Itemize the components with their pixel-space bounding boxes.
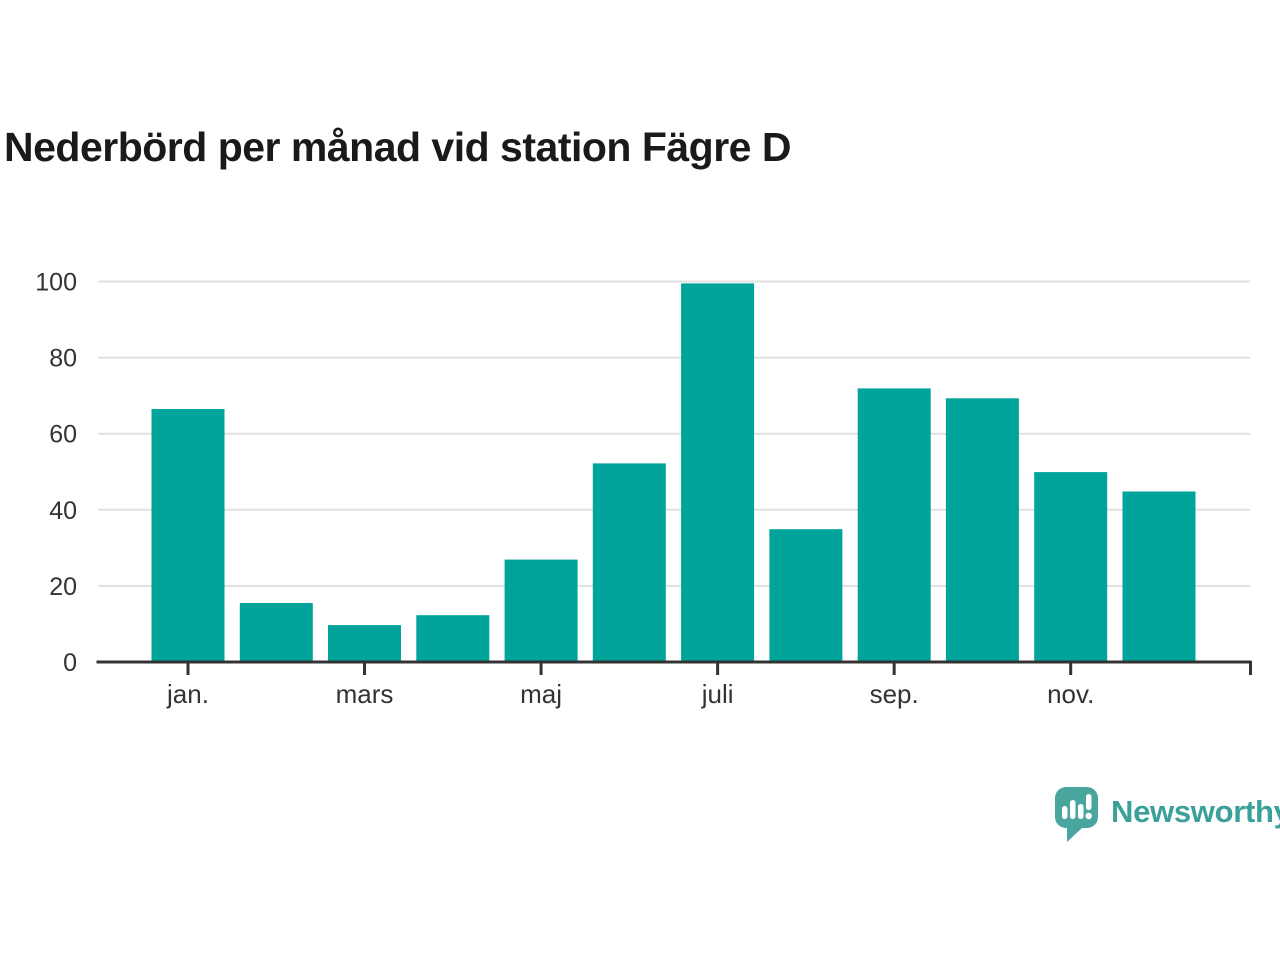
y-tick-label-0: 0 (63, 649, 77, 677)
y-tick-label-80: 80 (49, 345, 77, 373)
bar-juli (681, 283, 755, 662)
newsworthy-speech-bubble-chart-icon (1055, 787, 1098, 842)
y-tick-label-20: 20 (49, 573, 77, 601)
bar-apr (416, 615, 490, 662)
bar-aug (769, 529, 843, 662)
chart-title: Nederbörd per månad vid station Fägre D (4, 124, 792, 170)
bar-okt (945, 398, 1019, 662)
x-tick-label-maj: maj (520, 679, 562, 709)
newsworthy-logo: Newsworthy (1054, 786, 1280, 844)
bar-mars (328, 625, 401, 662)
x-tick-label-jan: jan. (166, 679, 209, 709)
bar-chart: jan. mars maj juli sep. nov. 0 20 40 60 80 100 (35, 269, 1252, 709)
bar-feb (239, 603, 313, 662)
y-tick-label-40: 40 (49, 497, 77, 525)
bar-juni (592, 463, 666, 662)
y-tick-label-60: 60 (49, 421, 77, 449)
x-tick-label-mars: mars (336, 679, 394, 709)
bar-dec (1122, 491, 1196, 662)
newsworthy-logo-text: Newsworthy (1111, 794, 1280, 829)
bar-nov (1034, 472, 1108, 662)
y-tick-label-100: 100 (35, 269, 77, 297)
x-tick-label-juli: juli (701, 679, 734, 709)
x-tick-label-nov: nov. (1047, 679, 1094, 709)
bar-maj (504, 559, 578, 662)
bar-sep (857, 388, 931, 662)
x-tick-label-sep: sep. (870, 679, 919, 709)
bar-jan (151, 409, 225, 662)
